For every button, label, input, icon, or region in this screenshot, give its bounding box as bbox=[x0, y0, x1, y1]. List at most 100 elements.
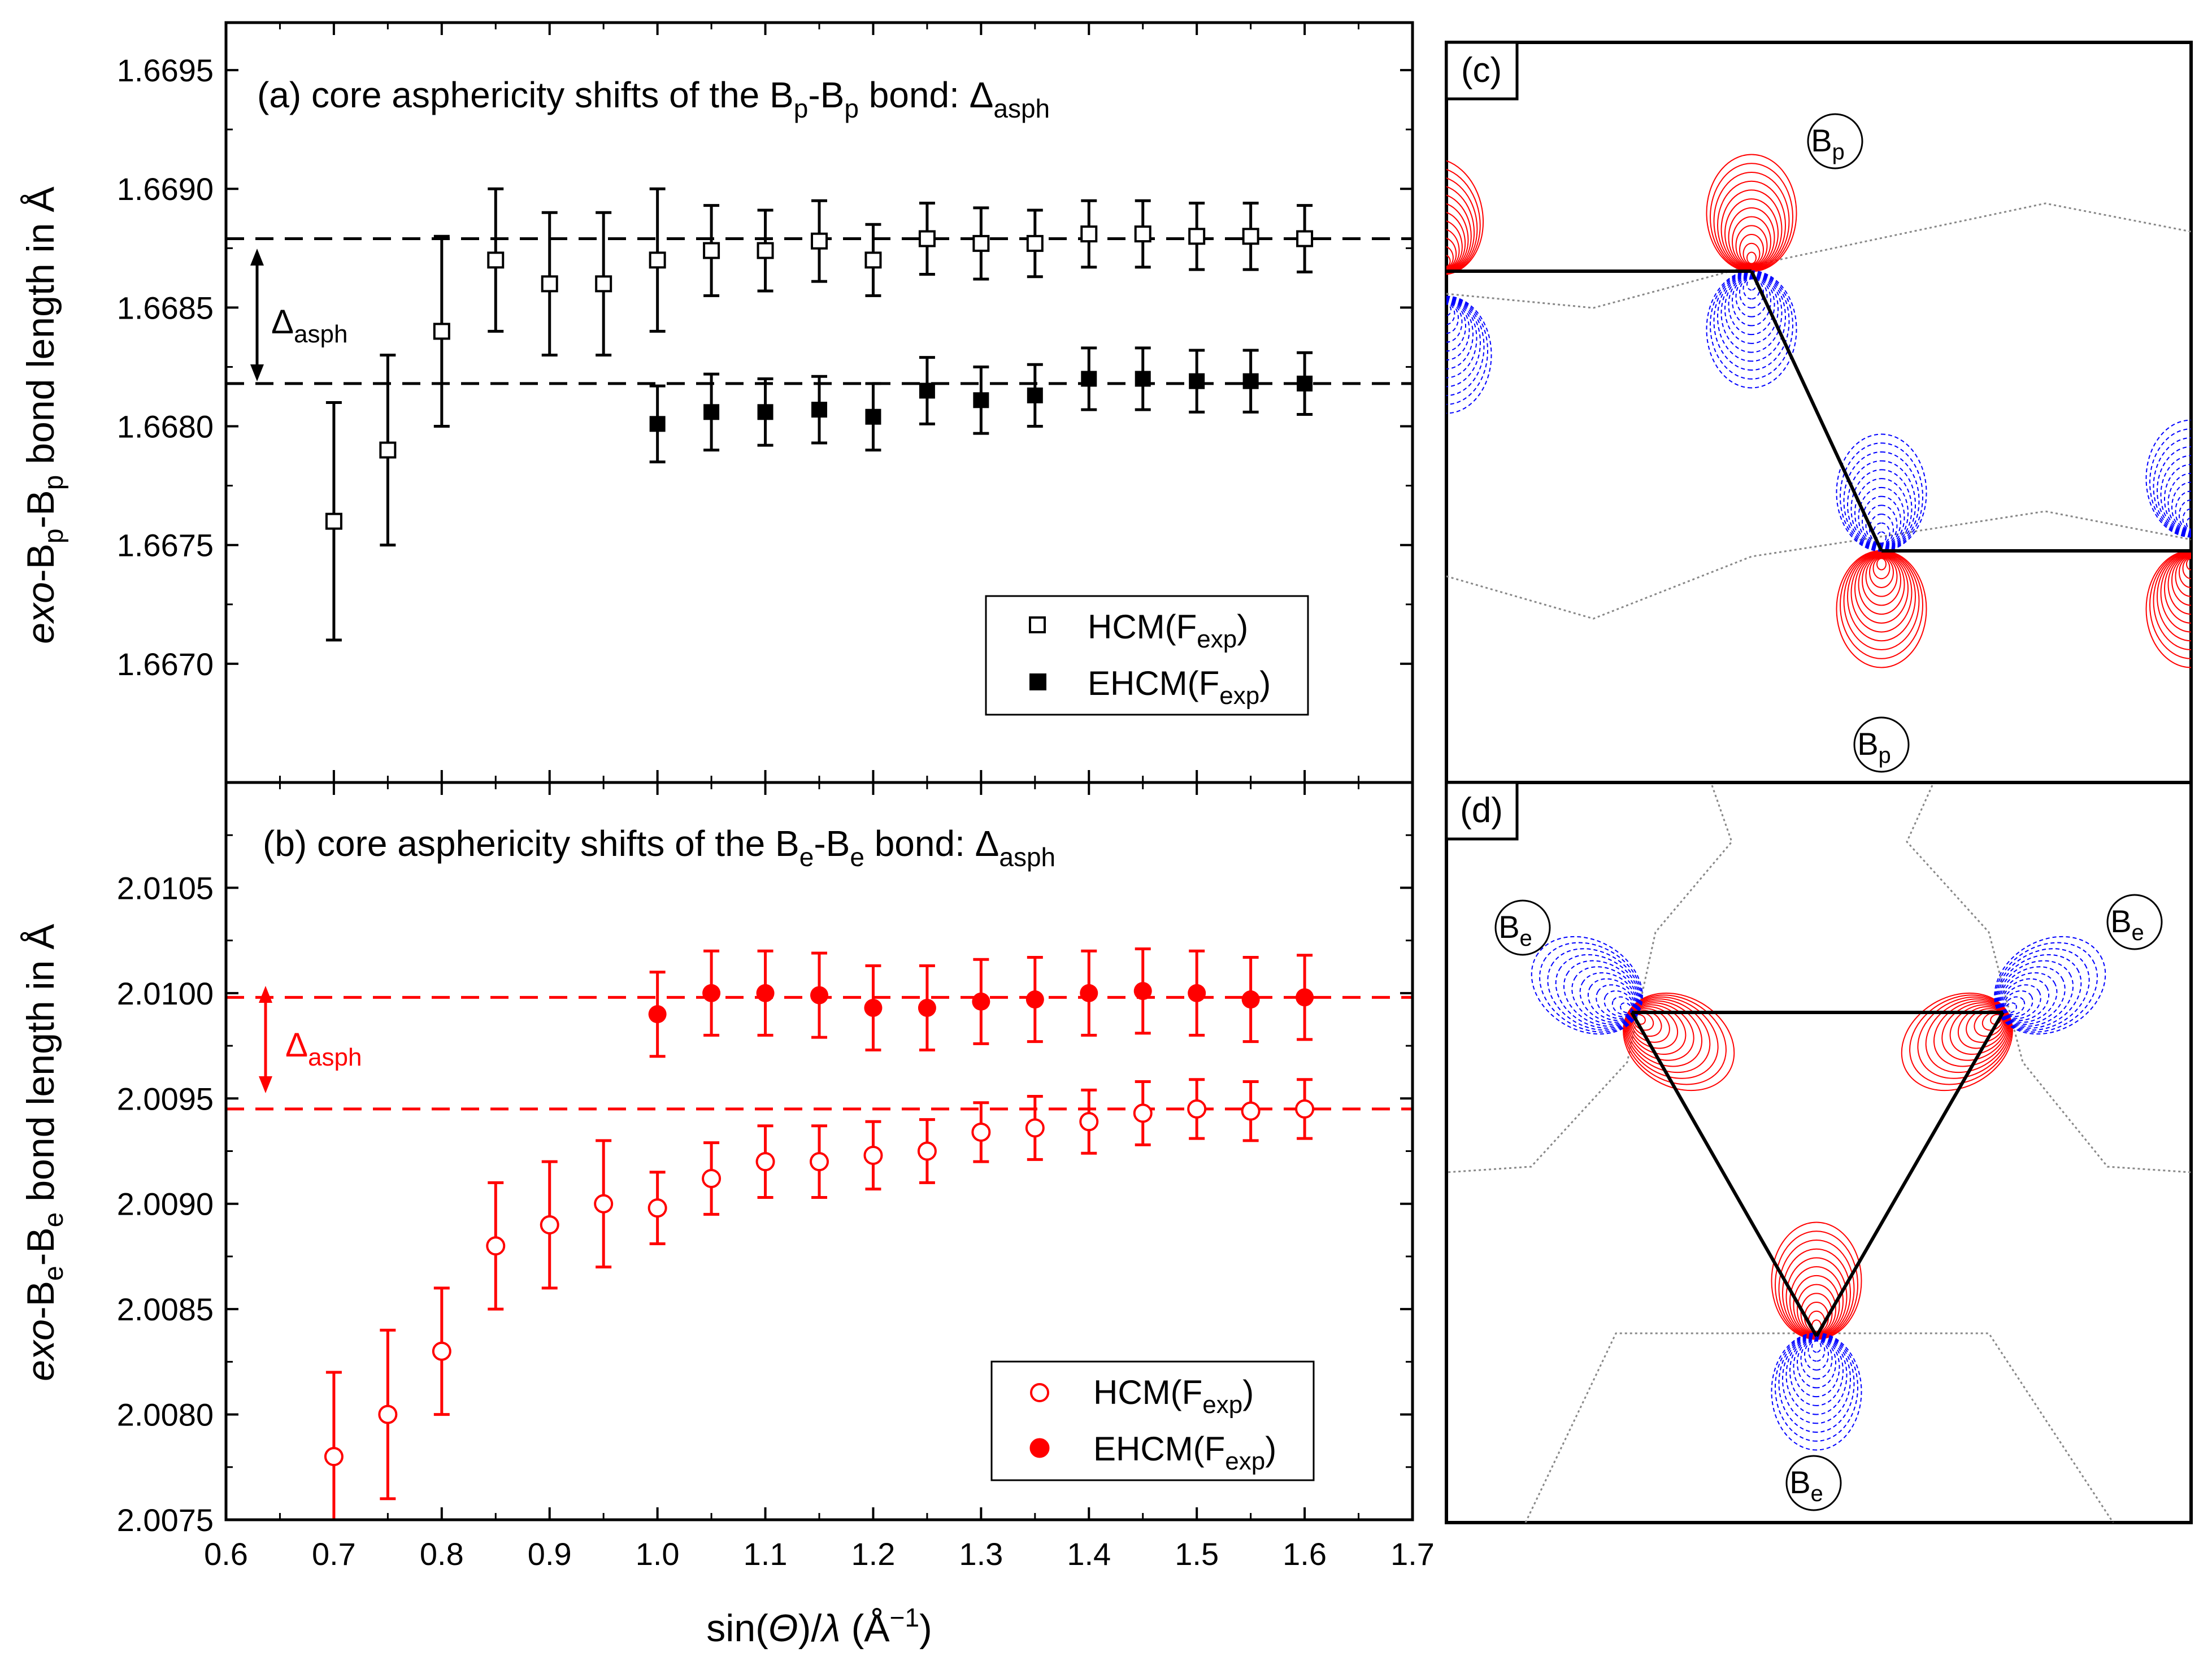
lobe-c-4-pos-ring-6 bbox=[2164, 553, 2191, 624]
data-point-b-s0-8 bbox=[755, 1124, 775, 1199]
data-point-b-s0-7 bbox=[702, 1141, 722, 1216]
x-axis-label: sin(Θ)/λ (Å−1) bbox=[706, 1603, 932, 1650]
lobe-d-1-pos-ring-7 bbox=[1627, 1000, 1703, 1067]
data-point-a-s0-18 bbox=[1296, 204, 1314, 273]
data-point-b-s0-18 bbox=[1295, 1078, 1315, 1140]
marker-a-s0-14 bbox=[1080, 225, 1098, 243]
data-point-a-s1-8 bbox=[1081, 346, 1097, 411]
svg-text:Bp: Bp bbox=[1857, 726, 1891, 768]
legend-label-hcm-b: HCM(Fexp) bbox=[1093, 1373, 1254, 1419]
data-point-a-s1-11 bbox=[1242, 349, 1259, 414]
lobe-c-2-pos-ring-7 bbox=[1850, 553, 1913, 633]
lobe-c-3-neg-ring-4 bbox=[1446, 301, 1466, 352]
data-point-b-s1-5 bbox=[918, 964, 936, 1052]
data-point-b-s1-3 bbox=[810, 951, 828, 1039]
svg-text:Be: Be bbox=[2110, 903, 2144, 945]
panel-d-density-map: (d) Be Be Be bbox=[1445, 781, 2193, 1524]
y-tick-label-b-0: 2.0075 bbox=[117, 1502, 214, 1538]
marker-b-s0-10 bbox=[863, 1145, 883, 1165]
marker-b-s0-13 bbox=[1025, 1118, 1045, 1138]
lobe-d-1-neg-ring-1 bbox=[1611, 996, 1633, 1015]
lobe-d-2-pos bbox=[1901, 992, 2013, 1092]
lobe-c-4-pos-ring-4 bbox=[2171, 555, 2191, 606]
data-point-b-s0-9 bbox=[810, 1124, 829, 1199]
data-point-b-s1-0 bbox=[648, 971, 667, 1058]
y-tick-label-b-4: 2.0095 bbox=[117, 1081, 214, 1116]
lobe-c-1-pos-ring-2 bbox=[1739, 234, 1764, 266]
data-point-a-s0-6 bbox=[649, 187, 666, 333]
lobe-c-1-pos-ring-6 bbox=[1724, 198, 1779, 269]
y-tick-label-a-4: 1.6690 bbox=[117, 171, 214, 207]
lobe-d-3-neg-ring-5 bbox=[1793, 1337, 1840, 1398]
lobe-c-4-neg-ring-2 bbox=[2179, 499, 2191, 532]
legend-marker-ehcm-a bbox=[1029, 673, 1046, 690]
legend-label-ehcm-b: EHCM(Fexp) bbox=[1093, 1430, 1276, 1475]
panel-d-tag: (d) bbox=[1460, 791, 1503, 830]
lobe-c-2-neg-ring-3 bbox=[1865, 505, 1898, 546]
marker-a-s1-6 bbox=[973, 392, 989, 408]
marker-b-s0-8 bbox=[755, 1152, 775, 1172]
lobe-c-2-pos-ring-4 bbox=[1862, 555, 1901, 606]
lobe-c-4-pos-ring-3 bbox=[2175, 555, 2191, 597]
lobe-d-1-pos-ring-11 bbox=[1623, 992, 1735, 1092]
delta-asph-arrow-a bbox=[250, 249, 264, 381]
y-tick-label-a-5: 1.6695 bbox=[117, 53, 214, 88]
lobe-c-4-pos-ring-11 bbox=[2145, 550, 2191, 668]
legend-box-b bbox=[990, 1360, 1315, 1481]
marker-b-s1-0 bbox=[648, 1005, 667, 1024]
marker-a-s1-12 bbox=[1297, 375, 1313, 392]
svg-text:Bp: Bp bbox=[1811, 123, 1845, 164]
lobe-d-2-pos-ring-8 bbox=[1925, 998, 2010, 1073]
y-ticks-b: 2.0075 2.0080 2.0085 2.0090 2.0095 2.0100 2.01… bbox=[117, 834, 1413, 1538]
lobe-d-1-neg-ring-11 bbox=[1531, 936, 1643, 1035]
marker-b-s0-9 bbox=[810, 1152, 829, 1172]
panel-c-density-map: (c) Bp Bp bbox=[1445, 41, 2193, 784]
data-point-b-s1-6 bbox=[972, 958, 990, 1045]
lobe-c-1-pos-ring-5 bbox=[1728, 207, 1775, 268]
lobe-c-2-neg-ring-5 bbox=[1858, 486, 1905, 547]
lobe-d-2-pos-ring-11 bbox=[1901, 992, 2013, 1092]
panel-d-tag-box bbox=[1445, 781, 1519, 841]
data-point-a-s1-4 bbox=[865, 382, 881, 452]
data-point-b-s0-17 bbox=[1241, 1080, 1261, 1142]
lobe-c-4-neg bbox=[2145, 419, 2191, 538]
marker-b-s1-8 bbox=[1080, 984, 1098, 1002]
data-point-a-s1-3 bbox=[811, 375, 827, 445]
lobe-c-3-neg-ring-10 bbox=[1446, 296, 1488, 405]
panel-a-title: (a) core asphericity shifts of the Bp-Bp… bbox=[257, 75, 1050, 123]
marker-a-s0-16 bbox=[1188, 228, 1206, 245]
data-point-b-s1-7 bbox=[1025, 955, 1044, 1043]
marker-b-s0-12 bbox=[971, 1122, 991, 1142]
lobe-c-1-pos-ring-1 bbox=[1742, 242, 1761, 265]
marker-b-s1-9 bbox=[1133, 982, 1152, 1001]
marker-b-s0-0 bbox=[324, 1447, 344, 1467]
lobe-d-2-neg-ring-11 bbox=[1994, 936, 2106, 1035]
svg-text:exo-Be-Be bond length in Å: exo-Be-Be bond length in Å bbox=[19, 924, 69, 1381]
x-tick-label-0: 0.6 bbox=[204, 1536, 248, 1572]
legend-marker-hcm-b bbox=[1030, 1383, 1049, 1402]
svg-text:Be: Be bbox=[1498, 909, 1532, 951]
legend-marker-hcm-a bbox=[1029, 616, 1046, 633]
lobe-c-3-pos-ring-4 bbox=[1446, 219, 1463, 270]
marker-b-s0-11 bbox=[917, 1141, 937, 1161]
lobe-c-1-neg-ring-4 bbox=[1732, 275, 1771, 327]
plot-frame-b bbox=[224, 781, 1414, 1521]
lobe-c-1-pos-ring-0 bbox=[1746, 251, 1757, 264]
marker-a-s1-8 bbox=[1081, 371, 1097, 387]
lobe-c-4-pos bbox=[2145, 550, 2191, 668]
x-tick-label-3: 0.9 bbox=[528, 1536, 572, 1572]
panel-d-frame bbox=[1445, 781, 2193, 1524]
bond-line-c-2 bbox=[1750, 270, 1883, 552]
lobe-d-2-neg-ring-10 bbox=[1994, 942, 2098, 1033]
data-point-a-s1-5 bbox=[919, 356, 935, 425]
data-point-b-s1-10 bbox=[1188, 949, 1206, 1037]
marker-a-s1-2 bbox=[757, 404, 773, 420]
y-axis-label-b: exo-Be-Be bond length in Å bbox=[19, 924, 69, 1381]
marker-a-s0-0 bbox=[325, 512, 342, 530]
data-point-b-s0-3 bbox=[486, 1181, 506, 1311]
y-axis-label-a: exo-Bp-Bp bond length in Å bbox=[19, 186, 69, 644]
lobe-c-1-pos-ring-4 bbox=[1732, 216, 1771, 267]
data-point-a-s0-17 bbox=[1242, 201, 1259, 271]
y-tick-label-a-0: 1.6670 bbox=[117, 646, 214, 682]
x-tick-label-2: 0.8 bbox=[420, 1536, 464, 1572]
